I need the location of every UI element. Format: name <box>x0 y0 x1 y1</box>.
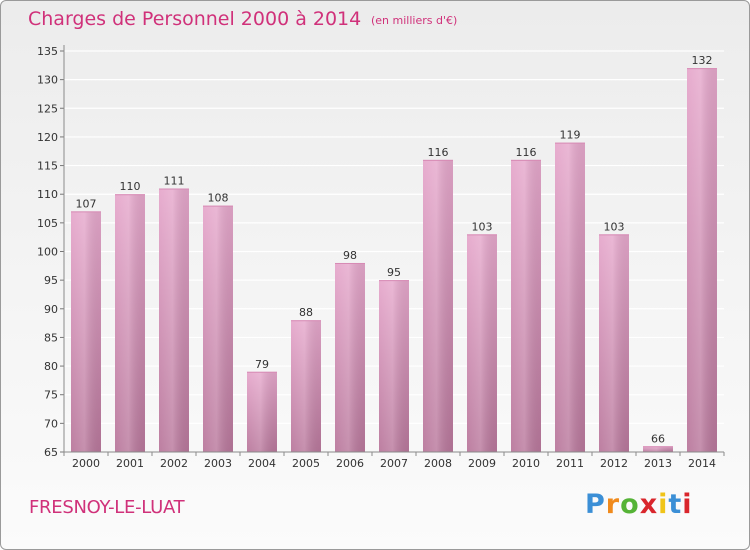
bar-value-label: 95 <box>387 266 401 279</box>
y-tick-label: 130 <box>37 74 58 87</box>
logo-letter: i <box>658 489 669 520</box>
bar-shine <box>511 159 541 453</box>
x-tick-label: 2010 <box>512 457 540 470</box>
bar-value-label: 66 <box>651 432 665 445</box>
x-tick-label: 2001 <box>116 457 144 470</box>
x-tick-label: 2011 <box>556 457 584 470</box>
bar-value-label: 116 <box>516 146 537 159</box>
bar-shine <box>379 280 409 452</box>
bar-shine <box>291 320 321 452</box>
y-tick-label: 135 <box>37 45 58 58</box>
y-tick-label: 110 <box>37 188 58 201</box>
bar-value-label: 103 <box>472 220 493 233</box>
logo-letter: x <box>639 489 659 520</box>
x-tick-label: 2000 <box>72 457 100 470</box>
bar-shine <box>555 142 585 452</box>
bar-value-label: 107 <box>76 197 97 210</box>
location-name: FRESNOY-LE-LUAT <box>29 497 185 518</box>
y-tick-label: 85 <box>44 331 58 344</box>
bar-shine <box>115 194 145 452</box>
bar-shine <box>335 262 365 452</box>
y-tick-label: 100 <box>37 246 58 259</box>
y-tick-label: 120 <box>37 131 58 144</box>
y-tick-label: 125 <box>37 102 58 115</box>
proxiti-logo: Proxiti <box>585 489 693 520</box>
bar-value-label: 88 <box>299 306 313 319</box>
y-tick-label: 105 <box>37 217 58 230</box>
logo-letter: o <box>620 489 640 520</box>
logo-letter: P <box>585 489 606 520</box>
x-tick-label: 2014 <box>688 457 716 470</box>
x-tick-label: 2009 <box>468 457 496 470</box>
y-tick-label: 75 <box>44 389 58 402</box>
bar-shine <box>159 188 189 452</box>
chart-subtitle: (en milliers d'€) <box>371 14 458 27</box>
logo-letter: i <box>682 489 693 520</box>
bar-chart: 65 70 75 80 85 90 95 100 105 110 115 120 125 130 135 10… <box>37 45 725 470</box>
bar-shine <box>423 159 453 453</box>
y-tick-label: 70 <box>44 417 58 430</box>
x-tick-label: 2002 <box>160 457 188 470</box>
x-tick-label: 2004 <box>248 457 276 470</box>
x-tick-label: 2006 <box>336 457 364 470</box>
chart-title: Charges de Personnel 2000 à 2014 <box>28 8 362 30</box>
logo-letter: t <box>668 489 683 520</box>
bar-shine <box>247 371 277 452</box>
y-tick-label: 90 <box>44 303 58 316</box>
x-tick-label: 2012 <box>600 457 628 470</box>
y-tick-label: 65 <box>44 446 58 459</box>
y-tick-label: 80 <box>44 360 58 373</box>
bar-shine <box>643 446 673 452</box>
y-tick-label: 115 <box>37 160 58 173</box>
x-tick-label: 2005 <box>292 457 320 470</box>
bar-shine <box>599 234 629 452</box>
logo-letter: r <box>605 489 621 520</box>
bar-shine <box>467 234 497 452</box>
bar-value-label: 111 <box>164 174 185 187</box>
x-tick-label: 2003 <box>204 457 232 470</box>
y-tick-label: 95 <box>44 274 58 287</box>
bar-shine <box>687 68 717 452</box>
x-tick-label: 2008 <box>424 457 452 470</box>
bar-value-label: 98 <box>343 249 357 262</box>
bar-value-label: 132 <box>692 54 713 67</box>
labels: 65 70 75 80 85 90 95 100 105 110 115 120 125 130 135 10… <box>37 45 716 470</box>
bar-value-label: 79 <box>255 358 269 371</box>
bars <box>71 68 717 453</box>
bar-value-label: 108 <box>208 192 229 205</box>
x-tick-label: 2007 <box>380 457 408 470</box>
bar-value-label: 116 <box>428 146 449 159</box>
bar-value-label: 110 <box>120 180 141 193</box>
bar-value-label: 119 <box>560 129 581 142</box>
axes <box>60 45 725 456</box>
bar-shine <box>71 211 101 452</box>
x-tick-label: 2013 <box>644 457 672 470</box>
bar-value-label: 103 <box>604 220 625 233</box>
bar-shine <box>203 205 233 452</box>
